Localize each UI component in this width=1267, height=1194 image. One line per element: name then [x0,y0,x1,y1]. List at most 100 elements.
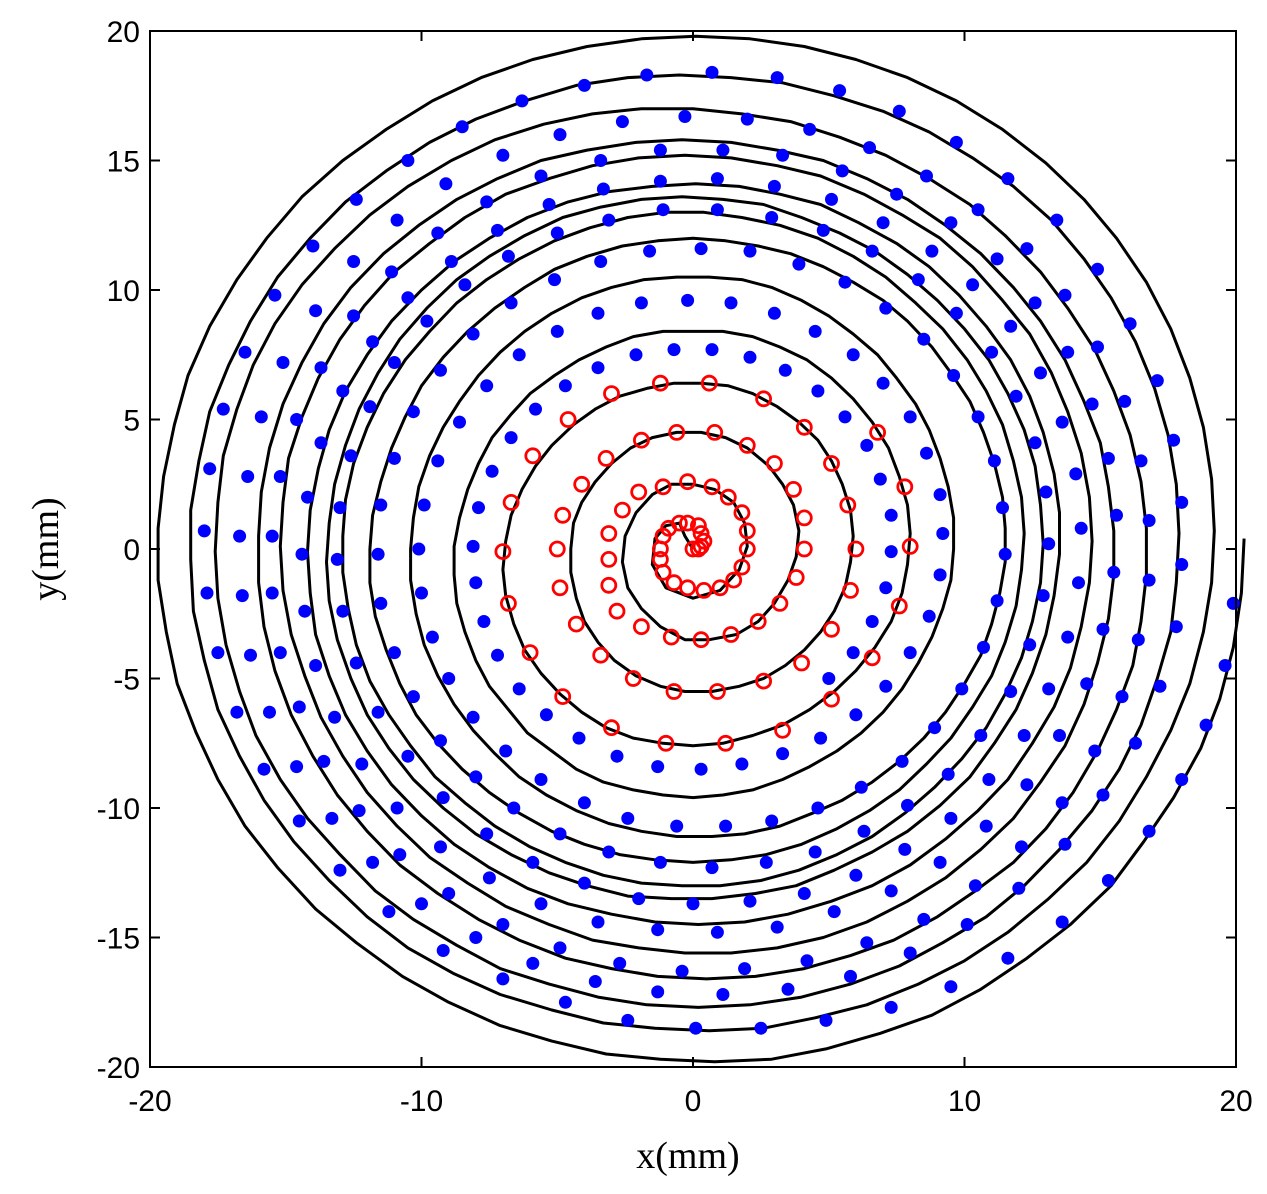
blue-point-63 [469,931,483,944]
blue-point-186 [944,811,958,825]
red-point-72 [665,574,683,592]
red-point-59 [630,483,648,501]
blue-point-285 [480,379,494,393]
blue-point-147 [770,920,784,934]
blue-point-260 [987,454,1001,468]
blue-point-98 [1055,796,1069,810]
blue-point-326 [705,343,719,357]
blue-point-230 [808,845,822,859]
blue-point-212 [710,203,724,217]
blue-point-337 [846,646,860,660]
red-point-55 [600,576,618,594]
blue-point-53 [1058,837,1072,851]
red-point-5 [823,690,840,708]
blue-point-159 [295,547,309,561]
blue-point-207 [458,278,472,292]
blue-point-13 [621,1013,635,1027]
blue-point-321 [529,402,542,416]
blue-point-238 [434,734,447,748]
blue-point-106 [613,956,627,970]
blue-point-45 [1150,374,1164,388]
blue-point-236 [507,801,521,815]
y-tick-label-3: -5 [113,664,140,697]
red-point-28 [755,672,772,690]
blue-point-331 [860,438,874,452]
blue-point-71 [233,529,247,543]
red-point-9 [603,719,620,737]
blue-point-284 [453,415,466,429]
blue-point-74 [276,356,290,369]
blue-point-65 [366,855,380,869]
blue-point-31 [401,154,415,167]
blue-point-18 [333,863,347,877]
blue-point-33 [515,94,529,108]
blue-point-178 [1055,415,1069,429]
blue-point-133 [1028,296,1042,310]
blue-point-129 [835,164,849,178]
blue-point-237 [469,770,483,784]
blue-point-21 [230,705,244,719]
blue-point-283 [431,454,445,468]
red-point-4 [863,649,881,667]
red-point-52 [662,628,680,646]
red-point-17 [603,385,620,403]
blue-point-69 [244,648,257,662]
blue-point-78 [439,177,453,191]
blue-point-26 [216,402,230,416]
blue-point-140 [1080,677,1094,691]
blue-point-313 [512,682,526,696]
blue-point-168 [596,182,610,196]
red-point-44 [785,480,802,498]
red-point-13 [494,543,512,560]
blue-point-83 [740,112,754,126]
red-point-79 [679,514,696,532]
red-point-11 [521,644,539,661]
blue-point-145 [884,884,898,898]
blue-point-200 [336,604,350,618]
blue-point-85 [863,141,876,155]
blue-point-294 [846,348,860,362]
y-tick-label-6: 10 [107,275,140,308]
blue-point-201 [330,552,344,566]
blue-point-332 [873,472,887,486]
blue-point-17 [382,905,396,919]
blue-point-228 [901,798,914,812]
blue-point-149 [651,923,665,937]
blue-point-152 [482,871,496,885]
blue-point-34 [577,78,591,92]
blue-point-79 [496,148,510,162]
blue-point-62 [526,956,540,970]
blue-point-249 [548,273,561,287]
blue-point-130 [890,187,904,201]
blue-point-197 [401,749,415,763]
red-point-37 [573,475,591,493]
blue-point-182 [1061,630,1075,644]
blue-point-23 [200,586,214,600]
red-point-14 [502,493,520,511]
y-axis-label: y(mm) [25,497,67,600]
blue-point-248 [504,296,518,310]
red-point-42 [738,436,756,454]
blue-point-42 [1050,213,1064,227]
red-point-47 [787,569,805,586]
blue-point-257 [917,332,931,346]
blue-point-108 [496,918,510,931]
blue-point-103 [800,954,814,968]
blue-point-327 [743,350,757,364]
blue-point-213 [765,211,779,224]
blue-point-179 [1069,467,1083,481]
blue-point-306 [776,747,790,761]
red-point-69 [711,579,729,597]
blue-point-195 [480,827,494,841]
blue-point-2 [1199,718,1213,732]
blue-point-76 [347,255,361,268]
blue-point-47 [1175,495,1189,509]
blue-point-153 [434,840,447,854]
blue-point-136 [1101,451,1115,465]
blue-point-51 [1129,736,1142,750]
blue-point-270 [765,814,779,828]
blue-point-134 [1061,345,1075,359]
blue-point-271 [719,819,733,833]
x-tick-label-0: -20 [128,1085,171,1118]
blue-point-247 [466,327,480,341]
